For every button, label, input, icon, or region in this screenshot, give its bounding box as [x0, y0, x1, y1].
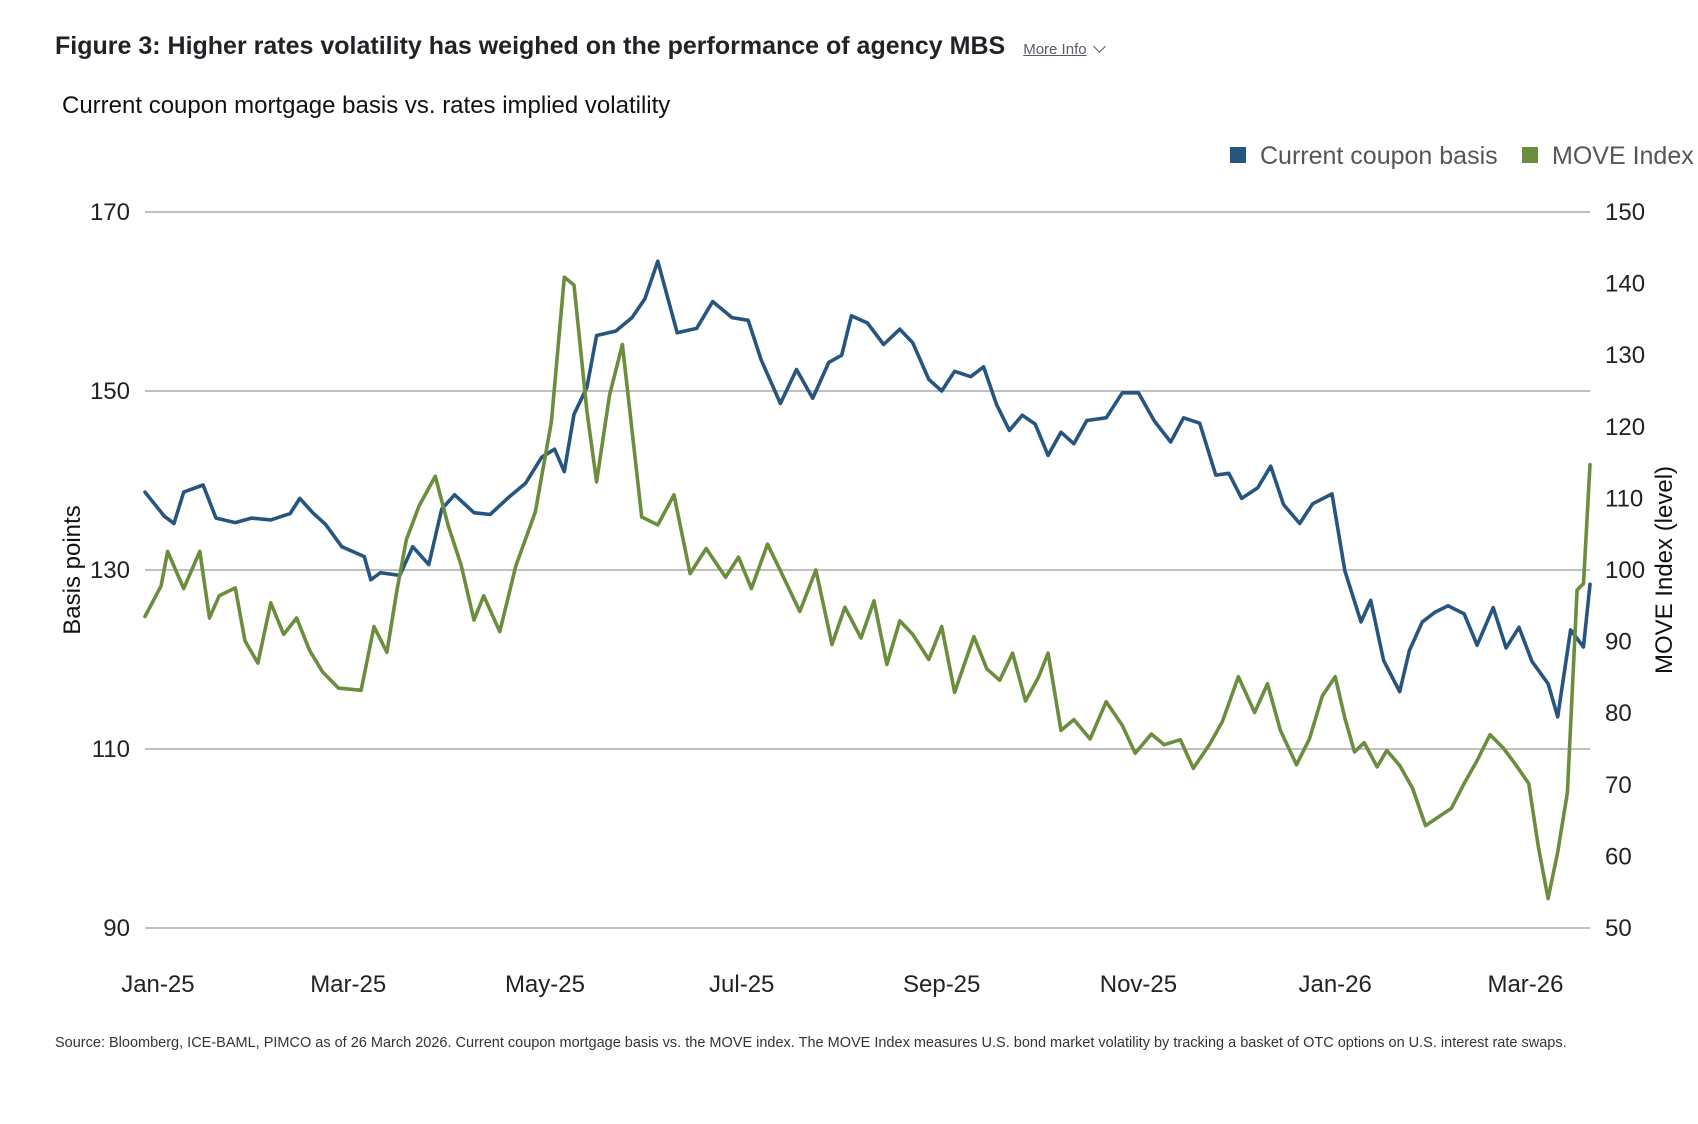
y-right-axis-label: MOVE Index (level) — [1651, 466, 1678, 674]
figure-header: Figure 3: Higher rates volatility has we… — [55, 32, 1106, 61]
series-line-move-index — [143, 275, 1592, 901]
chart: 90 110 130 150 170 50 60 70 80 90 100 110 120 130 140 1… — [59, 142, 1694, 998]
legend-swatch — [1522, 147, 1538, 163]
y-right-tick-label: 130 — [1605, 342, 1645, 369]
y-left-tick-label: 90 — [103, 915, 130, 942]
x-tick-label: Jul-25 — [709, 971, 774, 998]
x-tick-label: Nov-25 — [1100, 971, 1177, 998]
y-left-tick-label: 150 — [90, 378, 130, 405]
x-tick-label: May-25 — [505, 971, 585, 998]
y-right-tick-label: 70 — [1605, 772, 1632, 799]
y-right-tick-label: 120 — [1605, 414, 1645, 441]
legend-swatch — [1230, 147, 1246, 163]
more-info-link[interactable]: More Info — [1023, 40, 1106, 58]
y-right-tick-label: 80 — [1605, 700, 1632, 727]
y-right-tick-label: 60 — [1605, 843, 1632, 870]
y-right-tick-label: 150 — [1605, 199, 1645, 226]
x-tick-label: Jan-25 — [121, 971, 194, 998]
figure-title: Figure 3: Higher rates volatility has we… — [55, 32, 1006, 60]
x-tick-label: Mar-26 — [1487, 971, 1563, 998]
legend-label: Current coupon basis — [1260, 142, 1498, 170]
chart-subtitle: Current coupon mortgage basis vs. rates … — [62, 92, 671, 119]
x-tick-label: Sep-25 — [903, 971, 980, 998]
series-line-current-coupon-basis — [143, 259, 1592, 719]
y-right-tick-label: 140 — [1605, 271, 1645, 298]
y-right-tick-label: 100 — [1605, 557, 1645, 584]
source-note: Source: Bloomberg, ICE-BAML, PIMCO as of… — [55, 1035, 1567, 1051]
more-info-label[interactable]: More Info — [1023, 41, 1087, 58]
legend-label: MOVE Index — [1552, 142, 1694, 170]
y-right-tick-label: 90 — [1605, 629, 1632, 656]
y-left-axis-label: Basis points — [59, 505, 86, 634]
y-left-tick-label: 130 — [90, 557, 130, 584]
x-tick-label: Mar-25 — [310, 971, 386, 998]
y-left-tick-label: 170 — [90, 199, 130, 226]
y-right-tick-label: 50 — [1605, 915, 1632, 942]
x-tick-label: Jan-26 — [1298, 971, 1371, 998]
y-left-tick-label: 110 — [92, 736, 130, 763]
y-right-tick-label: 110 — [1605, 485, 1643, 512]
